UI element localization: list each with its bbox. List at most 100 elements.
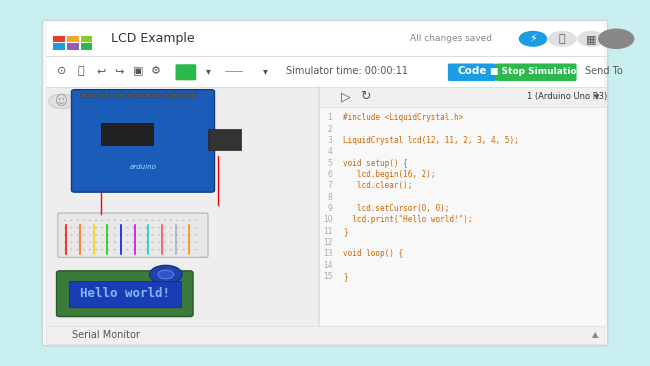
Text: ▾: ▾	[205, 66, 211, 76]
Circle shape	[151, 234, 153, 236]
Text: 3: 3	[328, 136, 332, 145]
Circle shape	[107, 220, 110, 221]
Text: ☺: ☺	[55, 95, 68, 108]
Circle shape	[89, 227, 91, 228]
Circle shape	[107, 227, 110, 228]
Circle shape	[83, 242, 85, 243]
Text: ⊙: ⊙	[57, 66, 66, 76]
Text: lcd.clear();: lcd.clear();	[343, 181, 412, 190]
Circle shape	[120, 234, 122, 236]
Circle shape	[170, 249, 172, 250]
Circle shape	[151, 249, 153, 250]
Circle shape	[138, 234, 141, 236]
Text: }: }	[343, 227, 348, 236]
Circle shape	[114, 227, 116, 228]
Bar	[53, 36, 65, 42]
Circle shape	[195, 227, 197, 228]
Circle shape	[64, 249, 66, 250]
Circle shape	[76, 249, 79, 250]
FancyBboxPatch shape	[72, 90, 215, 192]
Circle shape	[138, 227, 141, 228]
Bar	[67, 43, 79, 50]
Circle shape	[95, 234, 98, 236]
Circle shape	[598, 29, 634, 49]
Circle shape	[157, 234, 160, 236]
Circle shape	[183, 234, 185, 236]
Circle shape	[150, 265, 182, 284]
Bar	[81, 43, 92, 50]
Circle shape	[70, 249, 72, 250]
Bar	[101, 123, 153, 145]
Text: ▾: ▾	[263, 66, 268, 76]
FancyBboxPatch shape	[58, 213, 208, 257]
Text: 8: 8	[328, 193, 332, 202]
Text: 12: 12	[323, 238, 332, 247]
Circle shape	[183, 227, 185, 228]
Circle shape	[138, 249, 141, 250]
Text: ↪: ↪	[114, 66, 124, 76]
Bar	[190, 93, 196, 98]
Circle shape	[577, 31, 606, 47]
Text: ——: ——	[224, 66, 244, 76]
Text: ■ Stop Simulation: ■ Stop Simulation	[490, 67, 584, 76]
Circle shape	[83, 227, 85, 228]
Bar	[208, 129, 240, 150]
Bar	[154, 93, 160, 98]
Bar	[53, 43, 65, 50]
Circle shape	[133, 234, 135, 236]
Text: 13: 13	[323, 249, 332, 258]
Bar	[46, 22, 605, 56]
Circle shape	[133, 242, 135, 243]
Bar	[319, 87, 604, 326]
Circle shape	[188, 249, 191, 250]
Circle shape	[183, 249, 185, 250]
Text: ↩: ↩	[96, 66, 105, 76]
Text: ⑂: ⑂	[559, 34, 566, 44]
Circle shape	[114, 249, 116, 250]
Circle shape	[120, 220, 122, 221]
Circle shape	[70, 227, 72, 228]
Bar	[136, 93, 142, 98]
Bar	[109, 93, 114, 98]
Circle shape	[76, 220, 79, 221]
Text: 5: 5	[328, 158, 332, 168]
Circle shape	[107, 249, 110, 250]
Text: ▲: ▲	[592, 330, 598, 339]
FancyBboxPatch shape	[57, 271, 193, 317]
Circle shape	[138, 220, 141, 221]
Bar	[145, 93, 151, 98]
Circle shape	[157, 220, 160, 221]
Circle shape	[107, 242, 110, 243]
Circle shape	[114, 242, 116, 243]
Circle shape	[49, 94, 75, 109]
Circle shape	[76, 227, 79, 228]
Circle shape	[176, 220, 179, 221]
Circle shape	[195, 249, 197, 250]
FancyBboxPatch shape	[176, 64, 196, 80]
Text: 4: 4	[328, 147, 332, 156]
Circle shape	[195, 220, 197, 221]
Circle shape	[188, 227, 191, 228]
Circle shape	[89, 242, 91, 243]
Bar	[46, 87, 319, 326]
Circle shape	[145, 242, 148, 243]
Circle shape	[195, 234, 197, 236]
Text: ▾: ▾	[594, 92, 599, 102]
Circle shape	[164, 234, 166, 236]
Circle shape	[101, 227, 103, 228]
Circle shape	[114, 220, 116, 221]
Circle shape	[170, 242, 172, 243]
Bar	[118, 93, 124, 98]
Text: Hello world!: Hello world!	[80, 287, 170, 300]
Circle shape	[126, 242, 129, 243]
Text: 🗑: 🗑	[78, 66, 84, 76]
Circle shape	[89, 249, 91, 250]
Circle shape	[83, 249, 85, 250]
Bar	[319, 87, 604, 107]
Bar	[46, 326, 605, 344]
Circle shape	[76, 242, 79, 243]
Circle shape	[133, 220, 135, 221]
Circle shape	[164, 227, 166, 228]
Circle shape	[126, 220, 129, 221]
Circle shape	[176, 242, 179, 243]
